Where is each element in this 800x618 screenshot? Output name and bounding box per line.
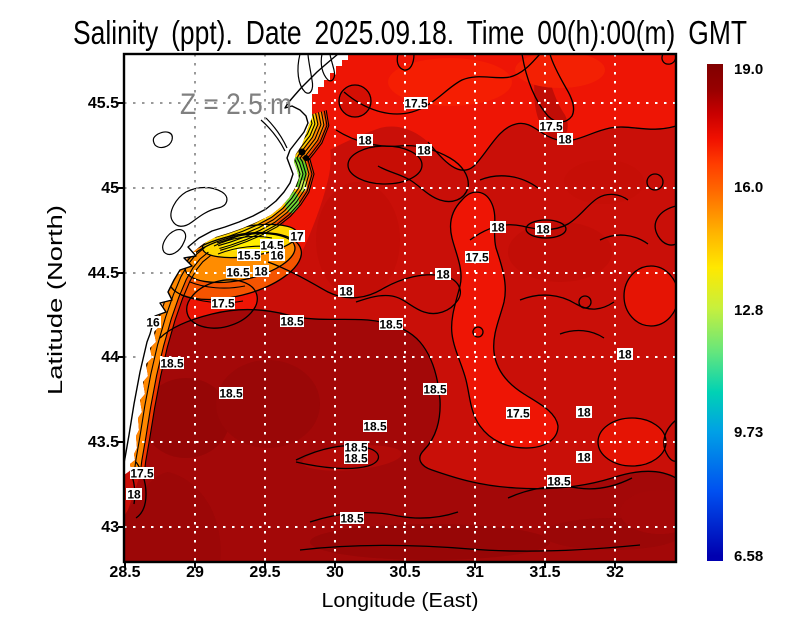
svg-text:17.5: 17.5	[130, 467, 154, 481]
svg-text:43.5: 43.5	[88, 434, 119, 451]
svg-text:29.5: 29.5	[249, 564, 280, 581]
svg-text:Latitude (North): Latitude (North)	[45, 205, 67, 395]
svg-text:18.5: 18.5	[547, 475, 571, 489]
svg-text:31.5: 31.5	[529, 564, 560, 581]
svg-text:18: 18	[491, 221, 505, 235]
svg-text:9.73: 9.73	[734, 424, 763, 441]
svg-text:45: 45	[101, 180, 119, 197]
svg-text:18.5: 18.5	[363, 420, 387, 434]
svg-text:28.5: 28.5	[109, 564, 140, 581]
svg-text:45.5: 45.5	[88, 95, 119, 112]
svg-text:17.5: 17.5	[539, 120, 563, 134]
svg-text:18.5: 18.5	[344, 441, 368, 455]
svg-text:16: 16	[270, 249, 284, 263]
svg-text:17.5: 17.5	[465, 251, 489, 265]
svg-text:17: 17	[290, 230, 304, 244]
svg-text:18: 18	[618, 348, 632, 362]
svg-text:18: 18	[558, 133, 572, 147]
svg-text:18: 18	[254, 265, 268, 279]
svg-text:30.5: 30.5	[389, 564, 420, 581]
svg-text:12.8: 12.8	[734, 302, 763, 319]
svg-text:16: 16	[146, 316, 160, 330]
svg-text:18: 18	[339, 285, 353, 299]
svg-text:18: 18	[127, 488, 141, 502]
svg-text:Salinity (ppt). Date 2025.09.1: Salinity (ppt). Date 2025.09.18. Time 00…	[73, 14, 747, 51]
svg-text:18: 18	[577, 451, 591, 465]
svg-text:17.5: 17.5	[506, 407, 530, 421]
svg-text:32: 32	[606, 564, 624, 581]
svg-text:18.5: 18.5	[344, 452, 368, 466]
svg-text:31: 31	[466, 564, 484, 581]
svg-text:18.5: 18.5	[219, 387, 243, 401]
svg-text:30: 30	[326, 564, 344, 581]
svg-text:6.58: 6.58	[734, 548, 763, 565]
svg-text:17.5: 17.5	[404, 97, 428, 111]
svg-text:44.5: 44.5	[88, 265, 119, 282]
svg-text:15.5: 15.5	[237, 249, 261, 263]
svg-text:Longitude (East): Longitude (East)	[322, 590, 479, 612]
svg-text:16.5: 16.5	[226, 266, 250, 280]
svg-text:18: 18	[417, 144, 431, 158]
svg-text:18: 18	[436, 268, 450, 282]
svg-text:18: 18	[358, 134, 372, 148]
svg-text:18.5: 18.5	[379, 318, 403, 332]
svg-text:18: 18	[536, 223, 550, 237]
svg-text:44: 44	[101, 349, 119, 366]
svg-text:18.5: 18.5	[160, 357, 184, 371]
svg-text:19.0: 19.0	[734, 61, 763, 78]
svg-text:29: 29	[186, 564, 204, 581]
svg-text:Z = 2.5 m: Z = 2.5 m	[180, 88, 292, 121]
svg-text:18.5: 18.5	[423, 383, 447, 397]
svg-text:16.0: 16.0	[734, 179, 763, 196]
svg-text:18.5: 18.5	[340, 512, 364, 526]
svg-text:43: 43	[101, 519, 119, 536]
svg-text:18: 18	[577, 406, 591, 420]
svg-text:17.5: 17.5	[211, 297, 235, 311]
svg-text:18.5: 18.5	[280, 315, 304, 329]
